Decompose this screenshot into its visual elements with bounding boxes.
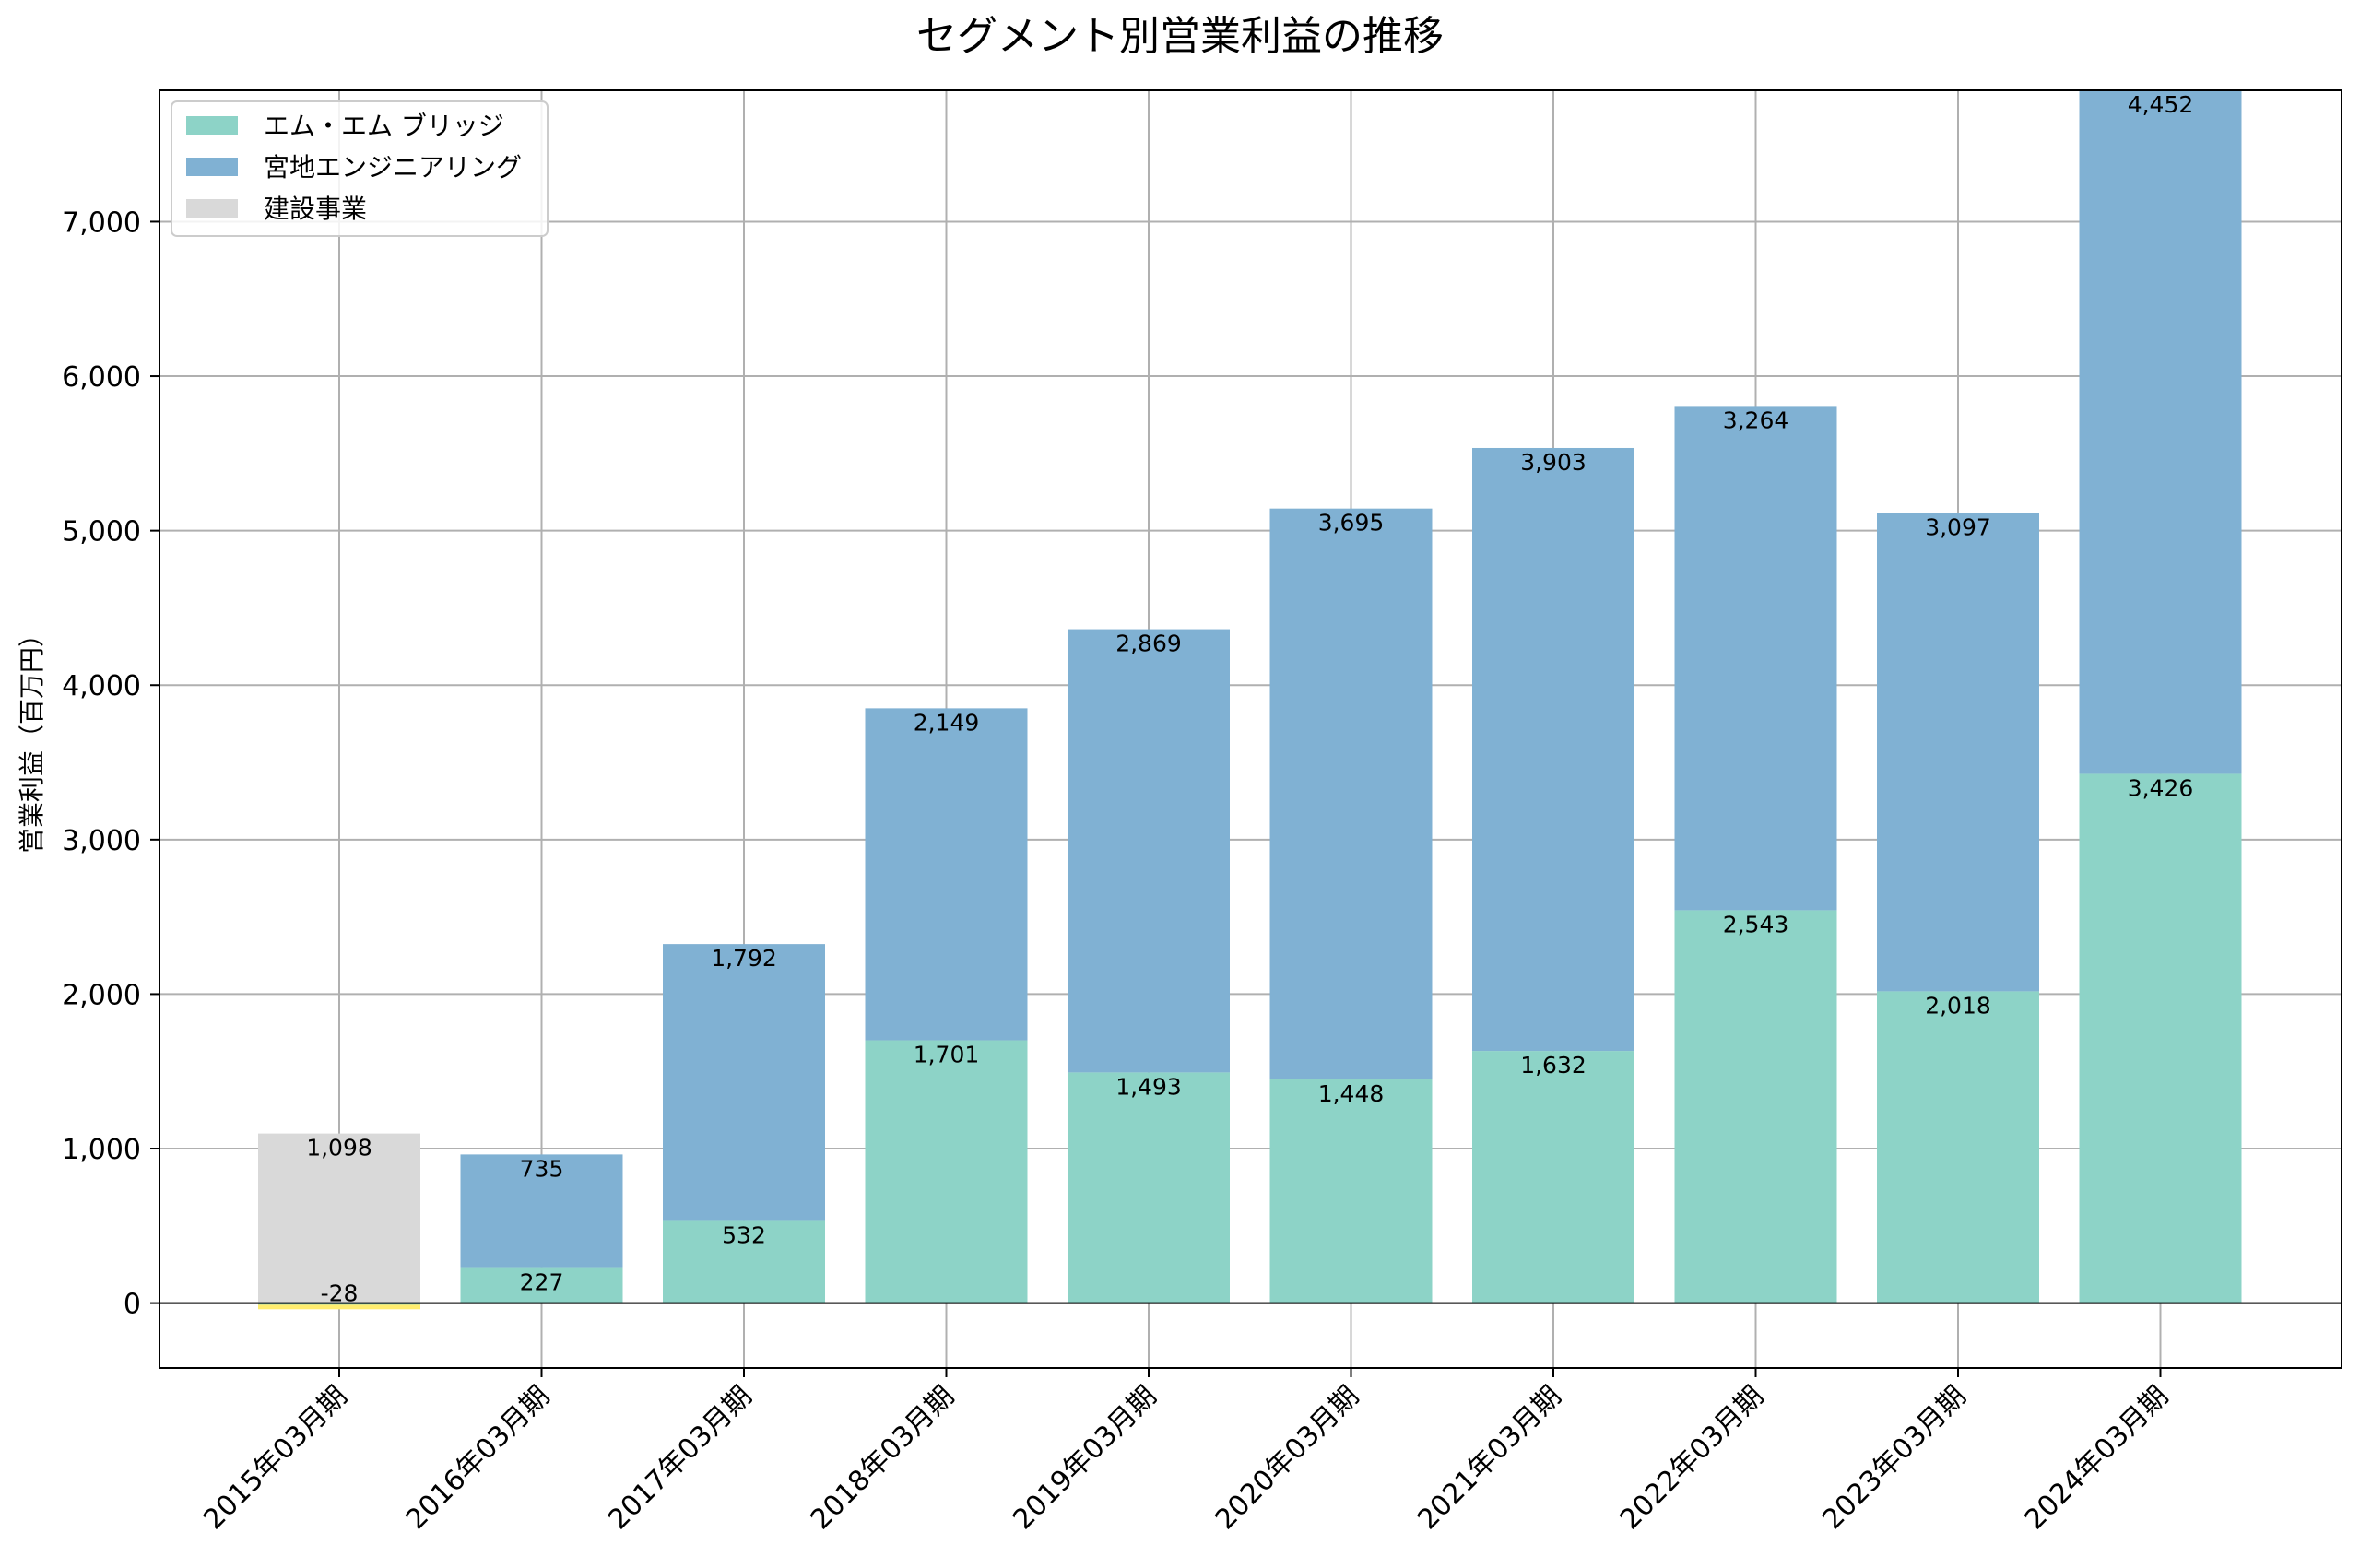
data-label-bridge: 1,701 xyxy=(914,1042,980,1068)
y-tick-label: 5,000 xyxy=(62,516,141,548)
data-label-miyaji: 4,452 xyxy=(2128,91,2194,118)
data-label-miyaji: 3,695 xyxy=(1318,510,1385,536)
data-label-bridge: 227 xyxy=(520,1269,564,1296)
bar-miyaji xyxy=(1472,447,1634,1052)
x-tick-label: 2024年03月期 xyxy=(2019,1380,2175,1536)
x-tick-label: 2018年03月期 xyxy=(805,1380,961,1536)
y-tick-label: 0 xyxy=(124,1289,141,1321)
bar-bridge-negative-edge xyxy=(258,1304,420,1310)
bar-bridge xyxy=(1674,910,1837,1303)
bar-bridge xyxy=(663,1220,825,1303)
data-label-miyaji: 2,869 xyxy=(1115,631,1182,657)
data-label-bridge: 2,018 xyxy=(1925,992,1991,1019)
bar-miyaji xyxy=(1877,513,2039,992)
y-tick-label: 1,000 xyxy=(62,1134,141,1166)
bar-miyaji xyxy=(460,1154,623,1268)
data-label-bridge: 1,448 xyxy=(1318,1080,1385,1107)
legend-box xyxy=(171,100,549,237)
x-tick-label: 2015年03月期 xyxy=(197,1380,353,1536)
data-label-miyaji: 2,149 xyxy=(914,709,980,736)
y-tick-label: 4,000 xyxy=(62,670,141,702)
legend-swatch xyxy=(186,199,238,218)
bar-construction xyxy=(258,1133,420,1303)
legend-label: 宮地エンジニアリング xyxy=(264,152,522,183)
bar-miyaji xyxy=(865,708,1028,1041)
bar-bridge xyxy=(1269,1079,1433,1303)
bar-bridge xyxy=(1068,1072,1230,1303)
bar-miyaji xyxy=(1269,508,1433,1079)
x-tick-label: 2016年03月期 xyxy=(400,1380,556,1536)
chart-title: セグメント別営業利益の推移 xyxy=(916,13,1444,60)
legend-swatch xyxy=(186,158,238,176)
y-tick-label: 3,000 xyxy=(62,825,141,857)
legend-label: 建設事業 xyxy=(264,194,367,224)
x-tick-label: 2022年03月期 xyxy=(1614,1380,1770,1536)
legend-label: エム・エム ブリッジ xyxy=(264,111,504,141)
bar-bridge xyxy=(1877,991,2039,1303)
legend-swatch xyxy=(186,116,238,135)
x-tick-label: 2019年03月期 xyxy=(1007,1380,1162,1536)
data-label-miyaji: 3,264 xyxy=(1723,407,1789,433)
bar-miyaji xyxy=(2079,90,2242,774)
bar-bridge xyxy=(460,1267,623,1303)
bar-bridge xyxy=(2079,773,2242,1303)
data-label-miyaji: 3,903 xyxy=(1520,449,1587,476)
bars-layer xyxy=(258,90,2242,1310)
bar-miyaji xyxy=(1068,629,1230,1073)
data-label-bridge: 2,543 xyxy=(1723,911,1789,937)
data-label-miyaji: 735 xyxy=(520,1155,564,1182)
y-tick-label: 6,000 xyxy=(62,361,141,394)
x-tick-label: 2023年03月期 xyxy=(1816,1380,1972,1536)
y-axis-label: 営業利益（百万円） xyxy=(17,621,47,854)
data-label-miyaji: 1,792 xyxy=(711,945,777,972)
x-tick-label: 2020年03月期 xyxy=(1210,1380,1365,1536)
x-tick-label: 2021年03月期 xyxy=(1411,1380,1567,1536)
y-tick-label: 2,000 xyxy=(62,979,141,1011)
data-labels-layer: 1,098-28 2277355321,7921,7012,1491,4932,8… xyxy=(306,91,2193,1307)
data-label-bridge: 1,632 xyxy=(1520,1052,1587,1079)
plot-frame xyxy=(159,89,2342,1369)
data-label-bridge: 532 xyxy=(722,1221,766,1248)
bar-bridge xyxy=(865,1040,1028,1303)
data-label-bridge: 3,426 xyxy=(2128,774,2194,801)
data-label-bridge: 1,493 xyxy=(1115,1073,1182,1100)
bar-miyaji xyxy=(1674,406,1837,911)
y-tick-label: 7,000 xyxy=(62,206,141,239)
data-label-construction: 1,098 xyxy=(306,1135,372,1161)
bar-bridge xyxy=(1472,1051,1634,1303)
data-label-miyaji: 3,097 xyxy=(1925,513,1991,540)
bar-miyaji xyxy=(663,944,825,1221)
x-tick-label: 2017年03月期 xyxy=(602,1380,758,1536)
